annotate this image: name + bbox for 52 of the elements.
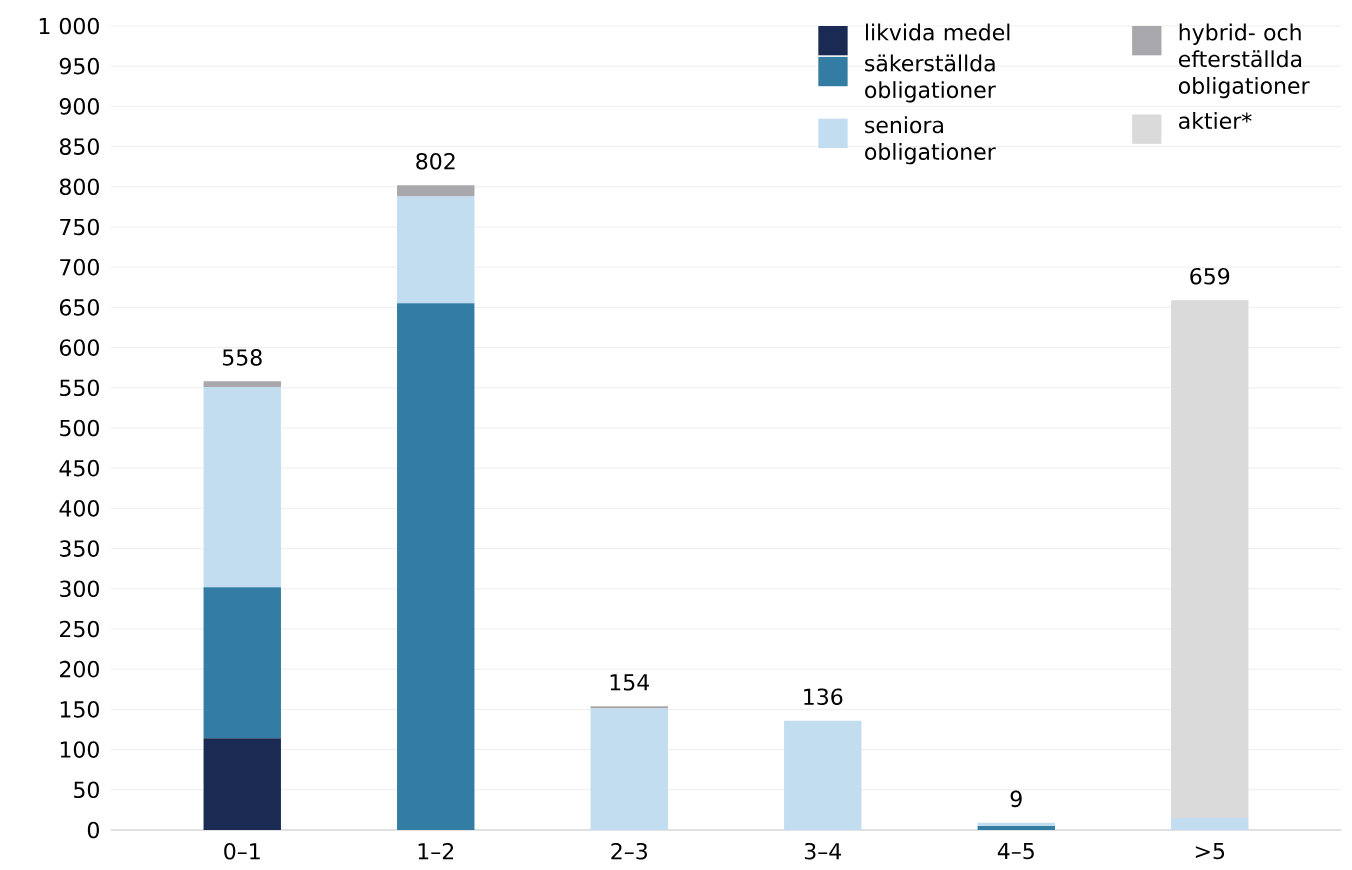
total-label: 659 [1190, 267, 1230, 285]
y-tick-label: 150 [60, 701, 99, 718]
bar [1171, 817, 1249, 830]
legend-label: likvida medel [865, 23, 1010, 41]
legend-label: säkerställda obligationer [865, 54, 996, 103]
x-tick-label: 2–3 [611, 842, 647, 860]
bar [590, 706, 668, 709]
y-tick-label: 600 [59, 339, 99, 356]
y-tick-label: 300 [60, 580, 99, 598]
bar [784, 720, 862, 830]
y-tick-label: 650 [59, 299, 99, 316]
bar [203, 381, 281, 387]
bar [977, 825, 1055, 830]
legend-label: seniora obligationer [865, 116, 996, 165]
total-label: 558 [222, 349, 262, 366]
x-tick-label: 1–2 [418, 842, 454, 860]
y-tick-label: 50 [74, 781, 99, 799]
y-tick-label: 500 [60, 419, 99, 437]
y-tick-label: 1 000 [39, 17, 99, 35]
total-label: 802 [416, 152, 455, 170]
x-tick-label: 3–4 [804, 842, 842, 860]
y-tick-label: 450 [59, 459, 99, 477]
bar [397, 196, 475, 304]
bar [590, 708, 668, 830]
y-tick-label: 400 [59, 500, 99, 517]
y-tick-label: 200 [60, 660, 99, 678]
y-tick-label: 0 [87, 821, 99, 839]
y-tick-label: 750 [60, 218, 99, 236]
total-label: 154 [610, 674, 649, 691]
bar [397, 185, 475, 197]
x-tick-label: 0–1 [224, 842, 260, 860]
y-tick-label: 250 [60, 620, 99, 638]
y-tick-label: 550 [60, 379, 99, 397]
bar [977, 822, 1055, 826]
y-tick-label: 900 [59, 98, 99, 115]
y-tick-label: 700 [60, 258, 99, 276]
total-label: 9 [1010, 790, 1022, 808]
y-tick-label: 350 [60, 540, 99, 557]
y-tick-label: 950 [59, 57, 99, 75]
legend-label: hybrid- och efterställda obligationer [1178, 23, 1310, 99]
total-label: 136 [804, 688, 843, 706]
y-tick-label: 850 [59, 138, 99, 155]
bar [203, 587, 281, 739]
bar [397, 303, 475, 830]
legend-label: aktier* [1179, 112, 1252, 130]
x-tick-label: >5 [1195, 842, 1225, 860]
bar [203, 386, 281, 588]
bar [203, 738, 281, 830]
x-tick-label: 4–5 [997, 842, 1034, 860]
bar [1171, 300, 1249, 818]
y-tick-label: 100 [60, 741, 99, 758]
y-tick-label: 800 [59, 178, 99, 196]
